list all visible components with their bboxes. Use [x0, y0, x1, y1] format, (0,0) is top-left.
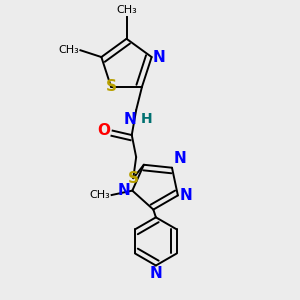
Text: H: H	[141, 112, 152, 126]
Text: CH₃: CH₃	[116, 5, 137, 15]
Text: CH₃: CH₃	[58, 45, 79, 55]
Text: S: S	[128, 171, 139, 186]
Text: N: N	[153, 50, 166, 64]
Text: S: S	[106, 79, 116, 94]
Text: O: O	[97, 123, 110, 138]
Text: N: N	[118, 183, 131, 198]
Text: N: N	[149, 266, 162, 280]
Text: N: N	[173, 151, 186, 166]
Text: N: N	[179, 188, 192, 203]
Text: N: N	[123, 112, 136, 127]
Text: CH₃: CH₃	[89, 190, 110, 200]
